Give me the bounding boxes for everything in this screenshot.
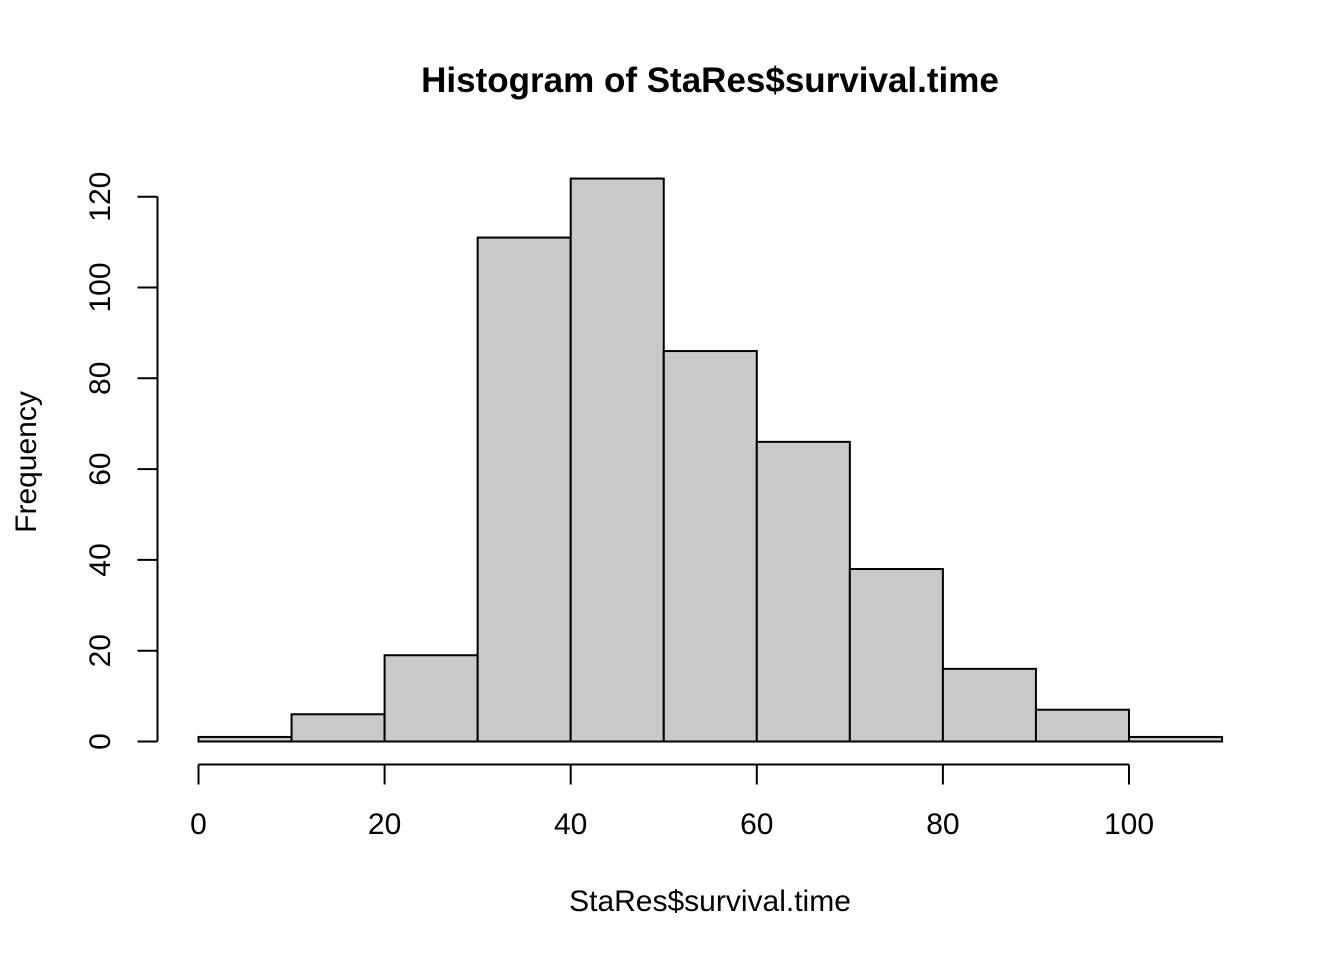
histogram-bar: [383, 654, 479, 743]
y-tick-label: 100: [84, 262, 117, 312]
y-axis: 0 20 40 60 80 100 120: [84, 172, 159, 750]
y-tick-label: 40: [84, 543, 117, 576]
histogram-bar: [1034, 708, 1130, 743]
histogram-bar: [941, 667, 1037, 743]
x-tick-label: 80: [926, 808, 959, 841]
y-tick-label: 20: [84, 634, 117, 667]
x-tick-label: 0: [190, 808, 207, 841]
histogram-bar: [197, 735, 293, 743]
histogram-bar: [662, 350, 758, 743]
histogram-bar: [476, 236, 572, 743]
chart-title: Histogram of StaRes$survival.time: [421, 61, 999, 100]
histogram-bar: [290, 713, 386, 743]
histogram-bar: [755, 440, 851, 743]
histogram-bar: [1128, 735, 1224, 743]
x-axis-label: StaRes$survival.time: [569, 885, 851, 918]
x-tick-label: 20: [368, 808, 401, 841]
histogram-bar: [848, 567, 944, 743]
histogram-bar: [569, 177, 665, 743]
x-axis: 0 20 40 60 80 100: [190, 763, 1154, 841]
y-tick-label: 120: [84, 172, 117, 222]
y-tick-label: 0: [84, 733, 117, 750]
x-tick-label: 60: [740, 808, 773, 841]
histogram-bars: [197, 177, 1224, 743]
x-tick-label: 100: [1104, 808, 1154, 841]
y-axis-label: Frequency: [10, 391, 43, 533]
y-tick-label: 60: [84, 452, 117, 485]
x-tick-label: 40: [554, 808, 587, 841]
y-tick-label: 80: [84, 362, 117, 395]
